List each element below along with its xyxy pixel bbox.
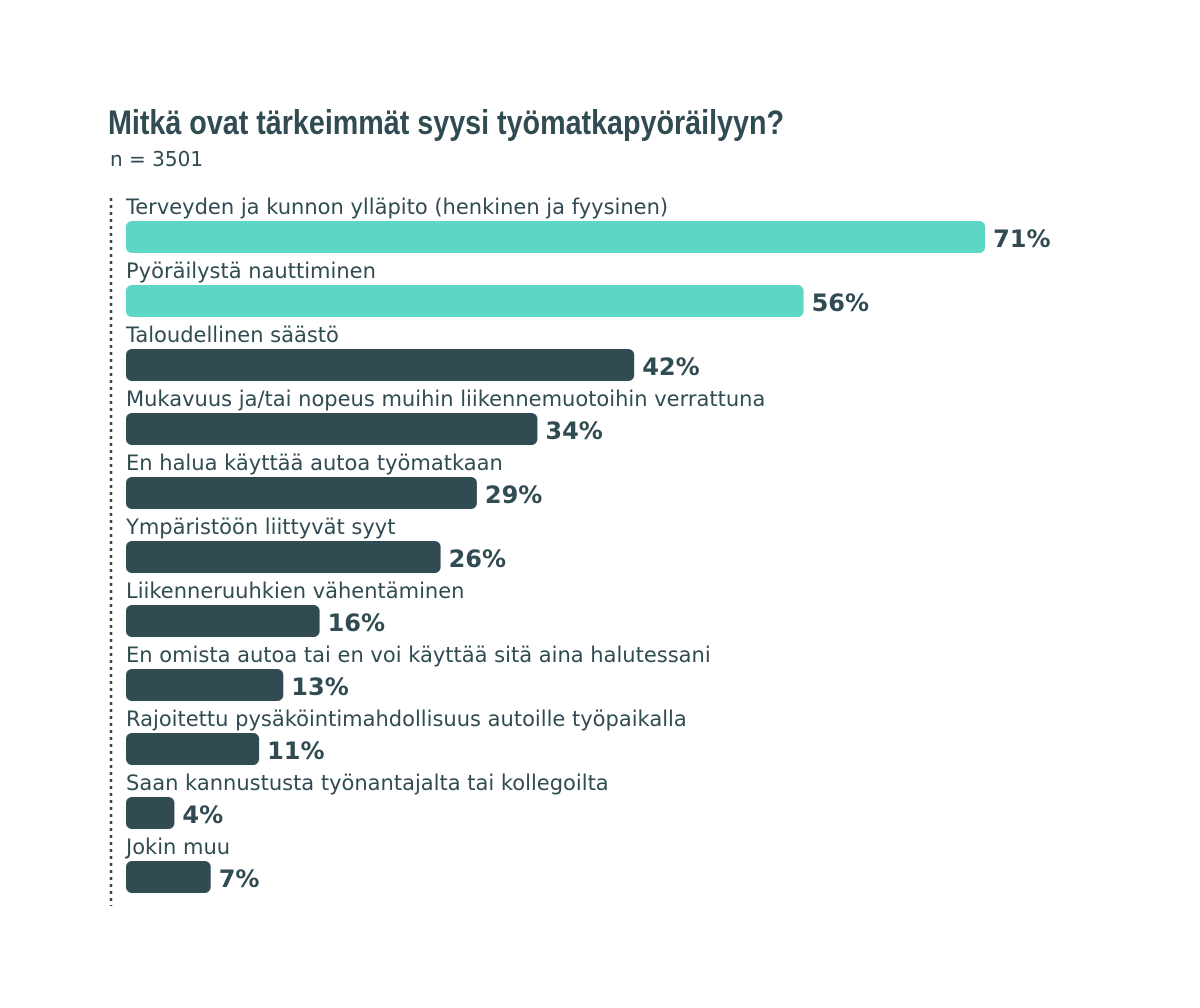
category-label: Taloudellinen säästö [125, 323, 339, 347]
value-label: 42% [642, 353, 699, 381]
value-label: 34% [545, 417, 602, 445]
bar [126, 669, 284, 701]
bar [126, 285, 804, 317]
category-label: Saan kannustusta työnantajalta tai kolle… [126, 771, 609, 795]
category-label: En omista autoa tai en voi käyttää sitä … [126, 643, 711, 667]
category-label: Mukavuus ja/tai nopeus muihin liikennemu… [126, 387, 765, 411]
bar [126, 413, 538, 445]
bar [126, 541, 441, 573]
bar [126, 797, 175, 829]
value-label: 11% [267, 737, 324, 765]
value-label: 29% [485, 481, 542, 509]
category-label: Jokin muu [124, 835, 230, 859]
bar [126, 477, 477, 509]
value-label: 56% [812, 289, 869, 317]
chart-subtitle: n = 3501 [110, 147, 203, 171]
value-label: 71% [993, 225, 1050, 253]
bar [126, 733, 260, 765]
chart-title: Mitkä ovat tärkeimmät syysi työmatkapyör… [108, 104, 784, 142]
bar [126, 605, 320, 637]
category-label: Terveyden ja kunnon ylläpito (henkinen j… [125, 195, 668, 219]
value-label: 7% [219, 865, 260, 893]
value-label: 26% [449, 545, 506, 573]
category-label: Liikenneruuhkien vähentäminen [126, 579, 464, 603]
bar [126, 349, 635, 381]
bar [126, 221, 986, 253]
category-label: Ympäristöön liittyvät syyt [125, 515, 395, 539]
bar [126, 861, 211, 893]
value-label: 4% [182, 801, 223, 829]
category-label: Rajoitettu pysäköintimahdollisuus autoil… [126, 707, 687, 731]
value-label: 16% [328, 609, 385, 637]
value-label: 13% [291, 673, 348, 701]
category-label: Pyöräilystä nauttiminen [126, 259, 376, 283]
category-label: En halua käyttää autoa työmatkaan [126, 451, 503, 475]
